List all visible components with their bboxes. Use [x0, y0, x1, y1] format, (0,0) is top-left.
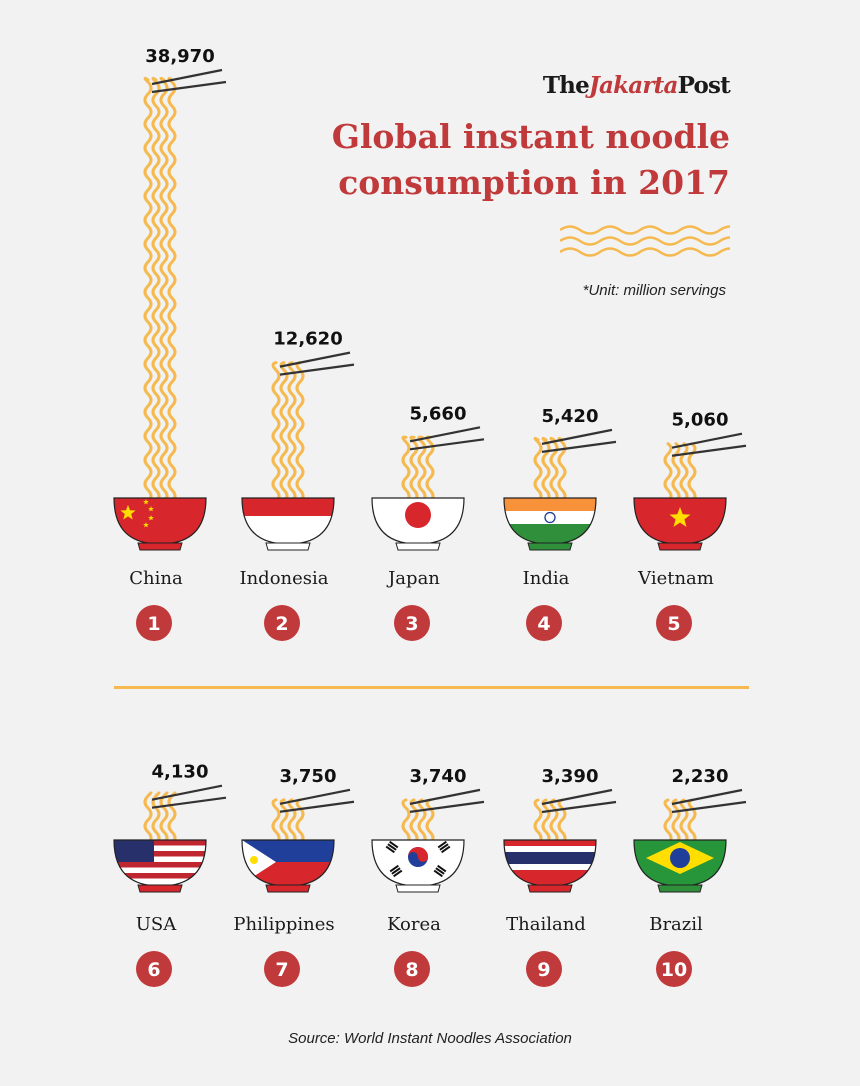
country-label-china: China [129, 568, 183, 589]
chopsticks-icon [151, 68, 227, 94]
china-flag-icon [114, 498, 206, 544]
chopsticks-icon [151, 784, 227, 809]
chopsticks-icon [541, 428, 617, 453]
rank-label-brazil: 10 [661, 959, 687, 981]
bowl-foot [527, 884, 573, 893]
bowl-foot [657, 542, 703, 551]
bowl-foot [527, 542, 573, 551]
noodle-bar-usa [143, 791, 177, 846]
country-group-indonesia: 12,620 Indonesia 2 [239, 329, 355, 641]
india-flag-icon [504, 498, 596, 544]
rank-label-thailand: 9 [537, 959, 550, 981]
thailand-flag-icon [504, 840, 596, 886]
title-line-1: Global instant noodle [331, 117, 730, 156]
noodle-bar-brazil [663, 798, 697, 846]
country-label-thailand: Thailand [506, 914, 586, 935]
rank-label-korea: 8 [405, 959, 418, 981]
noodle-bar-korea [401, 798, 435, 846]
chopsticks-icon [279, 351, 355, 376]
rank-label-india: 4 [537, 613, 550, 635]
bowl-foot [137, 884, 183, 893]
country-label-philippines: Philippines [233, 914, 334, 935]
bowl-foot [395, 884, 441, 893]
bowl-foot [265, 542, 311, 551]
bowl-foot [137, 542, 183, 551]
rank-label-philippines: 7 [275, 959, 288, 981]
title-noodle-wave-icon [560, 225, 730, 257]
korea-flag-icon [372, 840, 464, 886]
rank-label-china: 1 [147, 613, 160, 635]
country-label-indonesia: Indonesia [239, 568, 328, 589]
country-label-india: India [523, 568, 570, 589]
value-label-india: 5,420 [542, 406, 599, 427]
philippines-flag-icon [242, 840, 334, 886]
rank-label-vietnam: 5 [667, 613, 680, 635]
rank-badge-brazil [656, 951, 692, 987]
indonesia-flag-icon [242, 498, 334, 544]
chopsticks-icon [671, 788, 747, 814]
vietnam-flag-icon [634, 498, 726, 544]
rank-badge-philippines [264, 951, 300, 987]
chopsticks-icon [409, 426, 485, 451]
country-group-vietnam: 5,060 Vietnam 5 [633, 410, 747, 641]
country-group-philippines: 3,750 Philippines 7 [233, 766, 355, 987]
value-label-vietnam: 5,060 [672, 410, 729, 431]
bowl-foot [265, 884, 311, 893]
rank-badge-thailand [526, 951, 562, 987]
rank-badge-indonesia [264, 605, 300, 641]
rank-label-indonesia: 2 [275, 613, 288, 635]
value-label-korea: 3,740 [410, 766, 467, 787]
chopsticks-icon [541, 788, 617, 814]
rank-label-japan: 3 [405, 613, 418, 635]
value-label-japan: 5,660 [410, 403, 467, 424]
noodle-bar-india [533, 436, 567, 504]
rank-badge-india [526, 605, 562, 641]
value-label-indonesia: 12,620 [273, 329, 342, 350]
chopsticks-icon [409, 788, 485, 813]
japan-flag-icon [372, 498, 464, 544]
rank-badge-usa [136, 951, 172, 987]
source-note: Source: World Instant Noodles Associatio… [288, 1030, 572, 1047]
country-label-vietnam: Vietnam [637, 568, 714, 589]
brazil-flag-icon [634, 840, 726, 886]
noodle-bar-china [143, 76, 177, 504]
country-label-japan: Japan [386, 568, 440, 589]
bowl-foot [657, 884, 703, 893]
country-group-india: 5,420 India 4 [503, 406, 617, 641]
value-label-philippines: 3,750 [280, 766, 337, 787]
country-label-brazil: Brazil [649, 914, 703, 935]
noodle-bar-thailand [533, 798, 567, 846]
rank-badge-china [136, 605, 172, 641]
noodle-bar-philippines [271, 798, 305, 846]
country-group-brazil: 2,230 Brazil 10 [633, 766, 747, 987]
row-divider [114, 686, 749, 689]
rank-badge-vietnam [656, 605, 692, 641]
value-label-usa: 4,130 [152, 762, 209, 783]
country-label-usa: USA [136, 914, 178, 935]
noodle-bar-indonesia [271, 361, 305, 504]
chart-title: Global instant noodle consumption in 201… [332, 114, 730, 206]
value-label-china: 38,970 [145, 46, 214, 67]
country-group-usa: 4,130 USA 6 [113, 762, 227, 987]
country-group-japan: 5,660 Japan 3 [371, 403, 485, 641]
value-label-brazil: 2,230 [672, 766, 729, 787]
bowl-foot [395, 542, 441, 551]
noodle-bar-japan [401, 435, 435, 504]
rank-badge-japan [394, 605, 430, 641]
value-label-thailand: 3,390 [542, 766, 599, 787]
unit-note: *Unit: million servings [582, 282, 726, 299]
rank-badge-korea [394, 951, 430, 987]
chopsticks-icon [671, 432, 747, 457]
usa-flag-icon [114, 840, 206, 884]
chopsticks-icon [279, 788, 355, 813]
title-line-2: consumption in 2017 [338, 163, 730, 202]
country-group-china: 38,970 China 1 [113, 46, 227, 641]
brand-logo: TheJakartaPost [542, 72, 731, 99]
country-group-thailand: 3,390 Thailand 9 [503, 766, 617, 987]
country-label-korea: Korea [387, 914, 441, 935]
rank-label-usa: 6 [147, 959, 160, 981]
country-group-korea: 3,740 Korea 8 [371, 766, 485, 987]
